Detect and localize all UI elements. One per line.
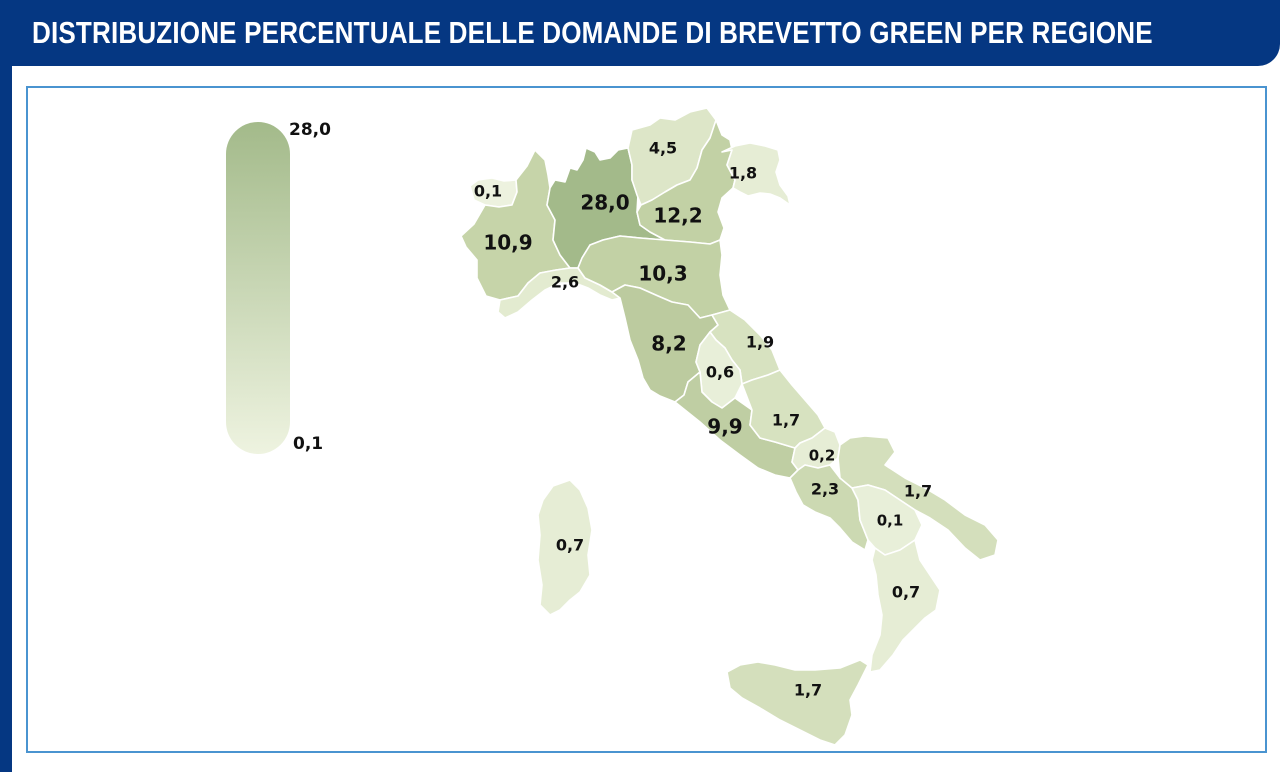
- region-value-puglia: 1,7: [904, 482, 932, 501]
- regions-layer: [460, 107, 999, 746]
- header-banner: DISTRIBUZIONE PERCENTUALE DELLE DOMANDE …: [0, 0, 1280, 66]
- region-value-abruzzo: 1,7: [772, 411, 800, 430]
- region-value-piemonte: 10,9: [483, 231, 532, 255]
- left-accent-bar: [0, 0, 12, 772]
- region-value-friuli: 1,8: [729, 164, 757, 183]
- region-value-sicilia: 1,7: [794, 681, 822, 700]
- region-value-basilicata: 0,1: [877, 512, 904, 530]
- region-value-campania: 2,3: [811, 480, 839, 499]
- region-value-molise: 0,2: [809, 447, 836, 465]
- region-sardegna: [537, 479, 593, 616]
- region-value-marche: 1,9: [746, 333, 774, 352]
- region-value-liguria: 2,6: [551, 273, 579, 292]
- region-value-calabria: 0,7: [892, 583, 920, 602]
- region-value-lombardia: 28,0: [580, 191, 629, 215]
- labels-layer: 0,1 10,9 28,0 4,5 12,2 1,8 2,6 10,3 8,2 1,9 0,6 9,9…: [474, 139, 932, 700]
- region-sicilia: [726, 659, 869, 746]
- region-value-lazio: 9,9: [707, 415, 742, 439]
- region-value-valle-daosta: 0,1: [474, 182, 502, 201]
- region-value-trentino: 4,5: [649, 139, 677, 158]
- legend-min-label: 0,1: [293, 434, 324, 454]
- region-value-emilia: 10,3: [638, 262, 687, 286]
- region-calabria: [869, 539, 941, 673]
- region-value-umbria: 0,6: [706, 363, 734, 382]
- legend-max-label: 28,0: [289, 120, 331, 140]
- region-campania: [789, 464, 869, 551]
- region-value-veneto: 12,2: [653, 204, 702, 228]
- region-value-toscana: 8,2: [651, 332, 686, 356]
- region-value-sardegna: 0,7: [556, 536, 584, 555]
- page-title: DISTRIBUZIONE PERCENTUALE DELLE DOMANDE …: [32, 15, 1153, 50]
- color-scale-bar: [226, 122, 290, 454]
- region-friuli: [721, 142, 791, 206]
